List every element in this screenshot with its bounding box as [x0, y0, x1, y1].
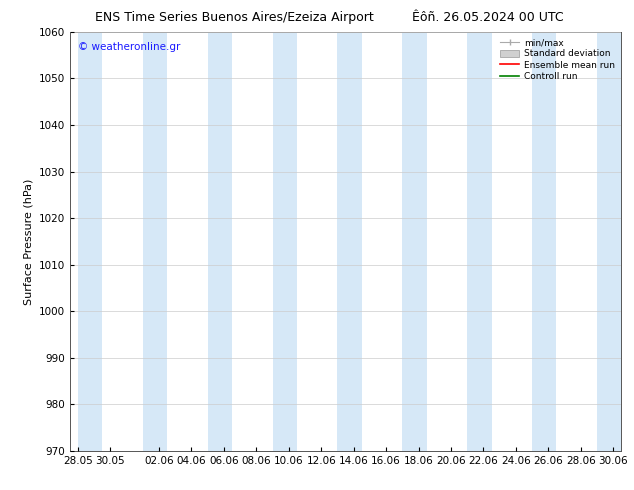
Bar [467, 32, 491, 451]
Bar [532, 32, 557, 451]
Bar [78, 32, 102, 451]
Bar [273, 32, 297, 451]
Bar [207, 32, 232, 451]
Text: Êôñ. 26.05.2024 00 UTC: Êôñ. 26.05.2024 00 UTC [412, 11, 564, 24]
Text: © weatheronline.gr: © weatheronline.gr [78, 42, 181, 52]
Bar [597, 32, 621, 451]
Bar [337, 32, 362, 451]
Legend: min/max, Standard deviation, Ensemble mean run, Controll run: min/max, Standard deviation, Ensemble me… [498, 36, 617, 83]
Bar [143, 32, 167, 451]
Y-axis label: Surface Pressure (hPa): Surface Pressure (hPa) [23, 178, 33, 304]
Text: ENS Time Series Buenos Aires/Ezeiza Airport: ENS Time Series Buenos Aires/Ezeiza Airp… [95, 11, 374, 24]
Bar [403, 32, 427, 451]
